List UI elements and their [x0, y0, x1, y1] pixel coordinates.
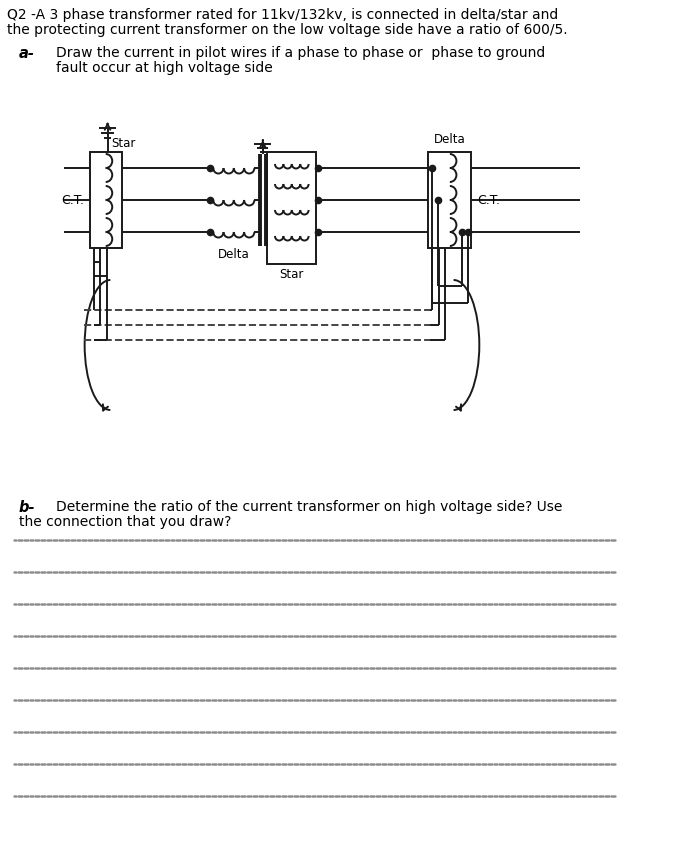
- Bar: [267, 152, 316, 264]
- Text: Delta: Delta: [218, 248, 250, 261]
- Text: Delta: Delta: [434, 133, 466, 146]
- Text: the protecting current transformer on the low voltage side have a ratio of 600/5: the protecting current transformer on th…: [7, 23, 568, 37]
- Text: Star: Star: [279, 268, 304, 281]
- Text: fault occur at high voltage side: fault occur at high voltage side: [56, 61, 273, 75]
- Text: C.T.: C.T.: [61, 193, 84, 207]
- Text: b-: b-: [19, 500, 35, 515]
- Text: Draw the current in pilot wires if a phase to phase or  phase to ground: Draw the current in pilot wires if a pha…: [56, 46, 545, 60]
- Text: Star: Star: [111, 137, 136, 149]
- Text: Determine the ratio of the current transformer on high voltage side? Use: Determine the ratio of the current trans…: [56, 500, 562, 514]
- Text: Q2 -A 3 phase transformer rated for 11kv/132kv, is connected in delta/star and: Q2 -A 3 phase transformer rated for 11kv…: [7, 8, 559, 22]
- Text: a-: a-: [19, 46, 34, 61]
- Text: the connection that you draw?: the connection that you draw?: [19, 515, 231, 529]
- Text: C.T.: C.T.: [477, 193, 500, 207]
- Bar: [429, 152, 471, 248]
- Bar: [90, 152, 122, 248]
